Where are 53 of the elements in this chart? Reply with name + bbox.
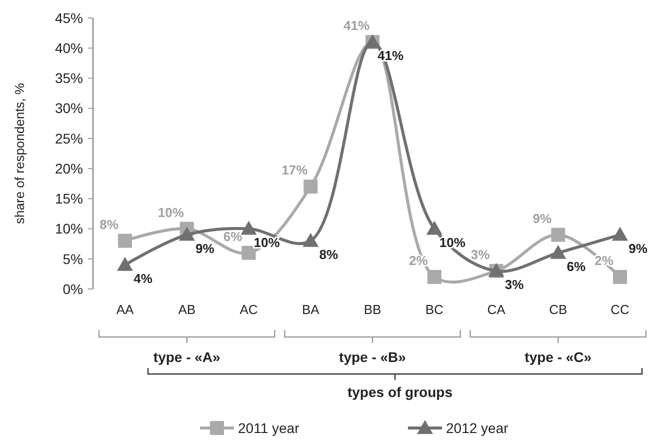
y-tick-label: 35% xyxy=(54,70,83,86)
x-tick-label: BB xyxy=(364,302,382,317)
point xyxy=(613,270,627,284)
y-tick-label: 15% xyxy=(54,190,83,207)
x-tick-label: AA xyxy=(116,302,134,317)
data-label: 3% xyxy=(504,276,524,292)
y-tick-label: 25% xyxy=(54,130,83,146)
data-label: 10% xyxy=(254,234,280,250)
x-tick-label: BC xyxy=(425,302,444,317)
y-axis-title: share of respondents, % xyxy=(12,82,27,224)
data-label: 10% xyxy=(158,204,184,220)
point xyxy=(118,234,132,248)
text: type - «C» xyxy=(524,349,592,365)
point xyxy=(240,220,257,235)
x-axis-title: types of groups xyxy=(347,384,453,400)
point xyxy=(302,232,319,247)
y-tick-label: 40% xyxy=(54,40,83,56)
y-tick-label: 45% xyxy=(54,10,83,26)
point xyxy=(426,220,442,235)
point xyxy=(427,270,442,284)
point xyxy=(551,228,566,242)
data-label: 9% xyxy=(628,240,648,256)
x-tick-label: CB xyxy=(549,302,568,317)
point xyxy=(178,226,195,241)
text: type - «B» xyxy=(339,349,406,365)
y-tick-label: 30% xyxy=(54,100,83,116)
text: type - «A» xyxy=(153,349,221,365)
point xyxy=(304,180,318,194)
x-tick-label: AB xyxy=(178,302,196,317)
data-label: 8% xyxy=(100,216,119,232)
point xyxy=(550,244,566,259)
data-label: 9% xyxy=(195,240,215,256)
x-tick-label: CA xyxy=(487,302,506,317)
point xyxy=(242,246,256,260)
data-label: 41% xyxy=(343,18,370,34)
data-label: 6% xyxy=(223,228,243,244)
y-tick-label: 10% xyxy=(54,220,83,237)
data-label: 6% xyxy=(566,258,586,274)
y-tick-label: 0% xyxy=(62,280,83,297)
x-tick-label: CC xyxy=(610,302,630,317)
legend-label: 2012 year xyxy=(446,420,509,436)
point xyxy=(612,226,628,241)
y-tick-label: 20% xyxy=(54,160,83,176)
data-label: 9% xyxy=(532,210,552,226)
x-tick-label: BA xyxy=(302,302,320,317)
x-tick-label: AC xyxy=(240,302,258,317)
data-label: 8% xyxy=(319,246,338,262)
data-label: 3% xyxy=(470,246,490,262)
data-label: 17% xyxy=(282,162,308,178)
point xyxy=(117,256,133,271)
legend-label: 2011 year xyxy=(238,420,300,436)
data-label: 4% xyxy=(134,270,153,286)
y-tick-label: 5% xyxy=(62,250,83,267)
